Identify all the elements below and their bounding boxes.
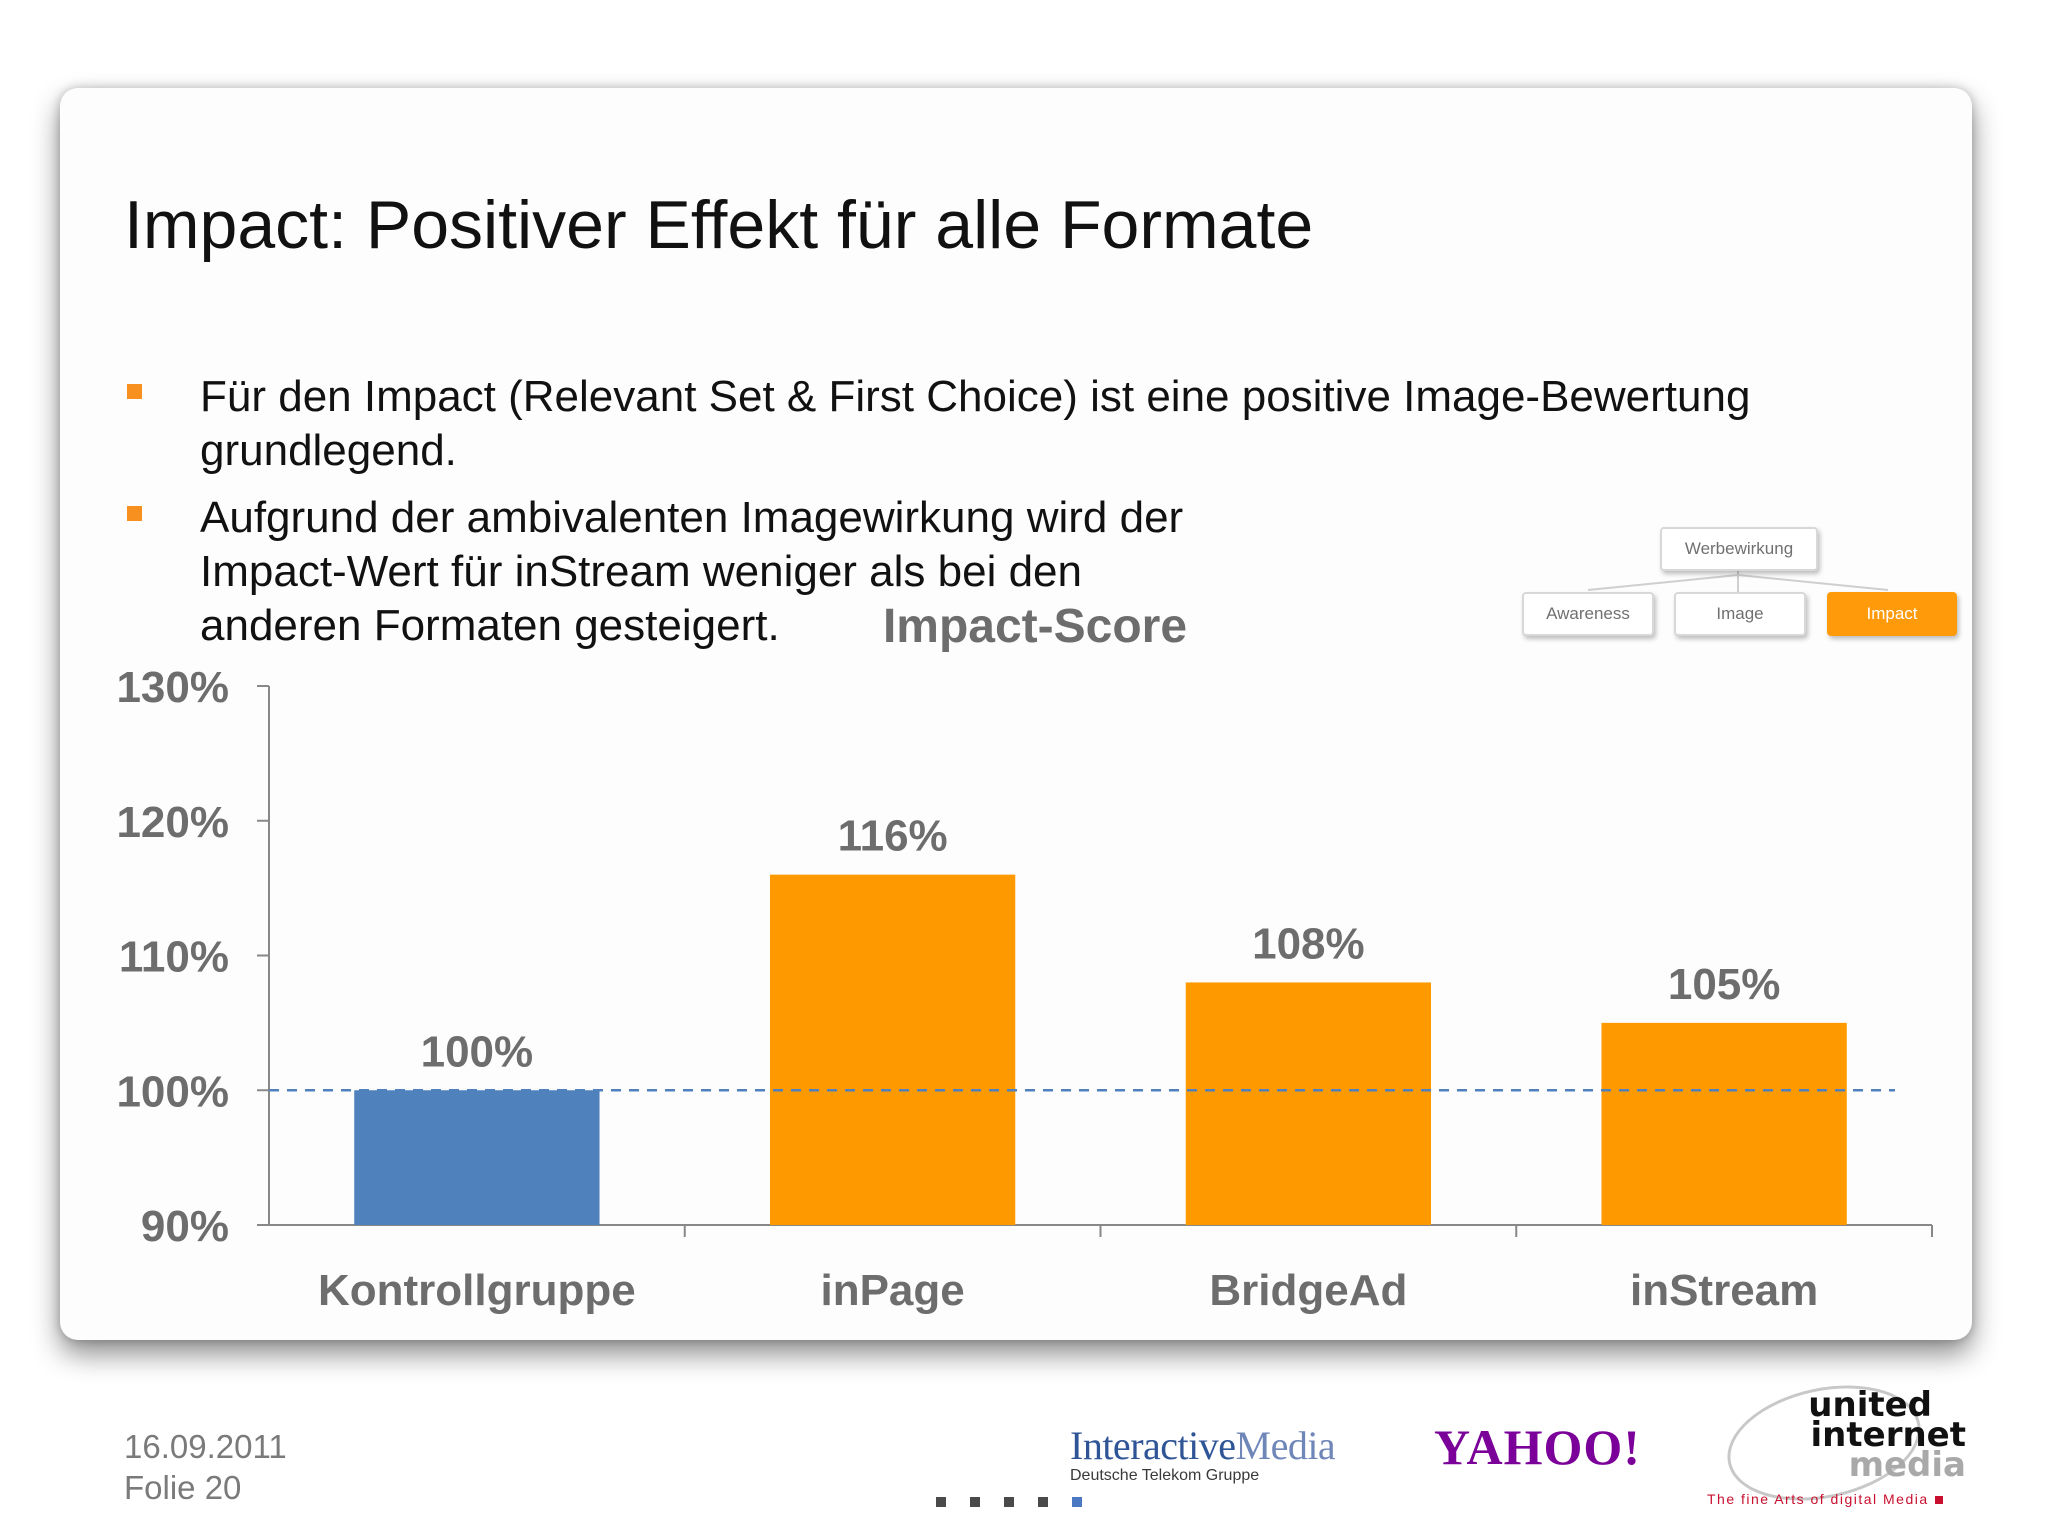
x-tick-label: inPage (820, 1266, 964, 1315)
chart-title: Impact-Score (883, 600, 1187, 653)
slide-title: Impact: Positiver Effekt für alle Format… (124, 187, 1314, 263)
uim-word-internet: internet (1810, 1415, 1966, 1455)
data-label: 108% (1252, 919, 1365, 968)
uim-word-united: united (1808, 1385, 1932, 1425)
hierarchy-root-werbewirkung: Werbewirkung (1660, 527, 1818, 571)
nav-dot-icon (1038, 1497, 1048, 1507)
bullet-marker-1 (127, 384, 142, 399)
bar-bridgead (1185, 982, 1432, 1225)
y-tick-label: 100% (116, 1067, 229, 1116)
x-tick-label: inStream (1630, 1266, 1818, 1315)
im-logo-strong: Interactive (1070, 1423, 1236, 1468)
x-tick-label: Kontrollgruppe (318, 1266, 636, 1315)
data-label: 105% (1668, 960, 1781, 1009)
im-logo-subtitle: Deutsche Telekom Gruppe (1070, 1467, 1260, 1484)
uim-word-media: media (1848, 1445, 1966, 1485)
bar-instream (1601, 1022, 1847, 1225)
footer-slide-number: Folie 20 (124, 1469, 242, 1506)
uim-tagline-square-icon (1934, 1496, 1943, 1504)
hierarchy-node-impact: Impact (1827, 592, 1957, 636)
x-tick-label: BridgeAd (1209, 1266, 1407, 1315)
bar-kontrollgruppe (354, 1090, 600, 1225)
united-internet-media-logo: united internet media (1706, 1368, 1966, 1518)
hierarchy-node-image: Image (1674, 592, 1806, 636)
nav-dot-icon (970, 1497, 980, 1507)
data-label: 100% (421, 1027, 534, 1076)
footer-date: 16.09.2011 (124, 1428, 287, 1465)
data-label: 116% (838, 812, 948, 861)
nav-dot-icon (1004, 1497, 1014, 1507)
im-logo-light: Media (1235, 1423, 1336, 1468)
interactive-media-logo: InteractiveMedia Deutsche Telekom Gruppe (1070, 1422, 1336, 1485)
yahoo-logo: YAHOO! (1434, 1419, 1641, 1475)
bar-inpage (769, 874, 1016, 1225)
nav-dot-icon (936, 1497, 946, 1507)
bullet-text-1: Für den Impact (Relevant Set & First Cho… (200, 372, 1751, 475)
y-tick-label: 90% (141, 1202, 229, 1251)
bullet-marker-2 (127, 506, 142, 521)
uim-tagline: The fine Arts of digital Media (1707, 1491, 1943, 1507)
uim-tagline-text: The fine Arts of digital Media (1707, 1491, 1929, 1507)
nav-dot-icon (1072, 1497, 1082, 1507)
y-tick-label: 120% (116, 798, 229, 847)
bullet-text-2: Aufgrund der ambivalenten Imagewirkung w… (200, 493, 1184, 650)
y-tick-label: 110% (119, 933, 229, 982)
y-tick-label: 130% (116, 663, 229, 712)
hierarchy-node-awareness: Awareness (1522, 592, 1654, 636)
